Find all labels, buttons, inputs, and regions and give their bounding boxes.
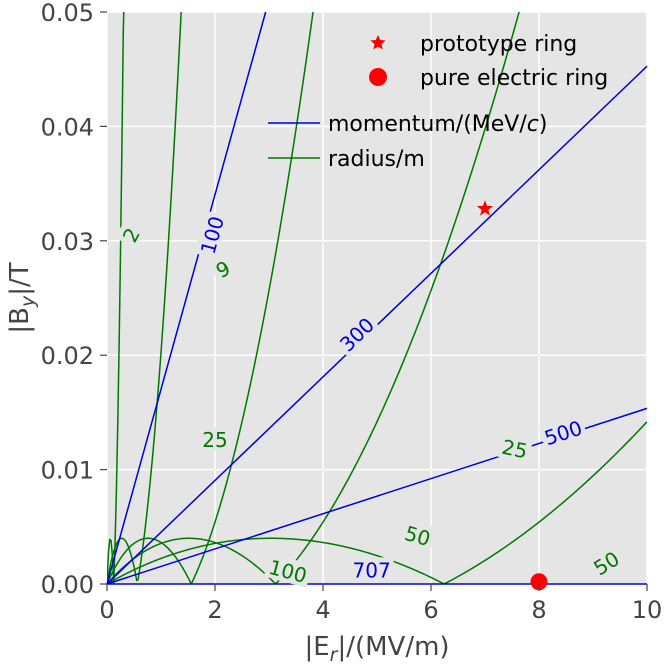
radius-contour-line (107, 421, 647, 584)
y-tick-label: 0.00 (41, 571, 94, 599)
contour-label: 25 (496, 432, 534, 464)
contour-label-bg (263, 553, 313, 588)
legend-circle-marker (369, 68, 387, 86)
contour-label: 9 (208, 253, 238, 284)
legend-label-prototype: prototype ring (420, 32, 577, 57)
contour-label-bg (208, 253, 238, 284)
contour-label-bg (538, 413, 588, 451)
plot-area (107, 12, 647, 584)
contour-label-bg (349, 557, 394, 582)
contour-label-bg (586, 543, 626, 582)
contour-label: 707 (349, 557, 394, 582)
y-tick-label: 0.04 (41, 113, 94, 141)
plot-background (107, 12, 647, 584)
momentum-contour-line (106, 11, 267, 585)
contour-label-bg (193, 210, 229, 260)
x-tick-label: 4 (315, 596, 330, 624)
prototype-ring-point (476, 200, 494, 216)
x-tick-label: 2 (207, 596, 222, 624)
points (476, 200, 548, 591)
radius-contour-line (107, 12, 520, 584)
gridlines (106, 11, 648, 585)
y-tick-label: 0.03 (41, 228, 94, 256)
x-tick-label: 8 (531, 596, 546, 624)
contour-label: 100 (263, 553, 313, 588)
ticks: 0 2 4 6 8 10 0.00 0.01 0.02 0.03 0.04 0.05 (41, 0, 663, 624)
y-tick-label: 0.02 (41, 342, 94, 370)
legend-star-marker (370, 35, 386, 50)
y-tick-label: 0.01 (41, 457, 94, 485)
x-tick-label: 6 (423, 596, 438, 624)
legend: prototype ring pure electric ring moment… (268, 32, 608, 172)
y-axis-label: |By|/T (5, 262, 39, 333)
contour-label-bg (332, 309, 381, 358)
contour-label-text: 25 (202, 428, 227, 452)
contour-label-text: 707 (353, 558, 391, 582)
pure-electric-ring-point (530, 573, 548, 591)
contour-label-text: 25 (500, 435, 530, 464)
contour-label-bg (199, 426, 231, 451)
legend-label-radius: radius/m (328, 147, 425, 172)
radius-contour-line (107, 12, 314, 584)
contour-label: 100 (193, 210, 229, 260)
contour-label: 2 (115, 220, 146, 250)
y-tick-label: 0.05 (41, 0, 94, 27)
x-tick-label: 10 (632, 596, 663, 624)
x-tick-label: 0 (99, 596, 114, 624)
legend-label-electric: pure electric ring (420, 66, 608, 91)
contour-label-bg (496, 432, 534, 464)
contour-label-bg (115, 220, 146, 250)
contour-label: 25 (199, 426, 231, 452)
x-axis-label: |Er|/(MV/m) (304, 632, 449, 664)
curves (106, 11, 648, 585)
contour-label-bg (399, 519, 437, 551)
legend-label-momentum: momentum/(MeV/c) (328, 112, 547, 137)
